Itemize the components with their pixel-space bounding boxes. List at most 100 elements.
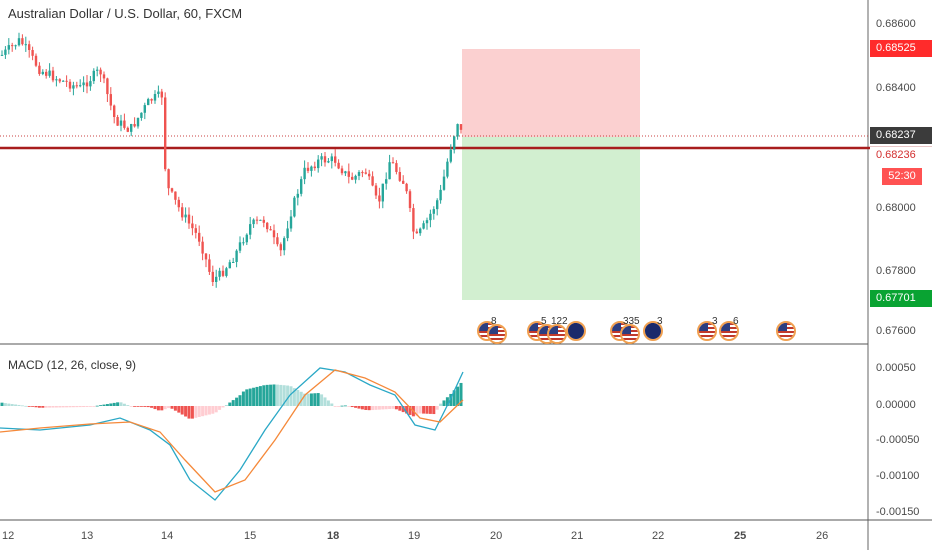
candle-body	[449, 149, 452, 162]
candle-body	[31, 50, 34, 56]
macd-histogram-bar	[180, 406, 184, 415]
macd-histogram-bar	[122, 403, 126, 406]
macd-histogram-bar	[459, 382, 463, 406]
macd-histogram-bar	[320, 394, 324, 406]
candle-body	[34, 55, 38, 66]
macd-histogram-bar	[102, 404, 106, 406]
macd-histogram-bar	[435, 406, 439, 410]
candle-body	[391, 162, 395, 164]
candle-body	[140, 112, 143, 118]
us-flag-icon[interactable]	[776, 321, 796, 341]
candle-body	[439, 189, 442, 201]
time-tick: 20	[490, 530, 503, 542]
candle-body	[48, 70, 51, 76]
macd-histogram-bar	[27, 406, 31, 407]
macd-histogram-bar	[296, 389, 300, 406]
macd-tick: -0.00100	[876, 470, 920, 482]
macd-histogram-bar	[306, 393, 310, 406]
macd-histogram-bar	[78, 406, 82, 408]
macd-histogram-bar	[340, 405, 344, 407]
candle-body	[310, 166, 313, 171]
macd-histogram-bar	[289, 386, 293, 406]
macd-histogram-bar	[265, 384, 269, 406]
macd-histogram-bar	[10, 404, 14, 406]
candle-body	[432, 209, 435, 214]
au-flag-icon[interactable]	[566, 321, 586, 341]
candle-body	[116, 117, 119, 126]
candle-body	[249, 224, 252, 235]
macd-histogram-bar	[173, 406, 177, 411]
candle-body	[136, 117, 140, 127]
candle-body	[408, 191, 412, 209]
macd-histogram-bar	[34, 406, 38, 408]
candle-body	[208, 259, 211, 272]
candle-body	[293, 197, 296, 217]
macd-histogram-bar	[326, 400, 330, 406]
candle-body	[306, 167, 310, 171]
macd-histogram-bar	[85, 406, 89, 407]
candle-body	[255, 219, 259, 221]
candle-body	[364, 172, 367, 174]
candle-body	[357, 172, 361, 176]
candle-body	[323, 156, 327, 163]
candle-body	[147, 99, 150, 106]
macd-histogram-bar	[44, 406, 48, 408]
macd-histogram-bar	[269, 384, 273, 406]
macd-histogram-bar	[364, 406, 368, 410]
macd-histogram-bar	[133, 406, 137, 407]
macd-histogram-bar	[99, 405, 103, 406]
candle-body	[228, 262, 231, 269]
macd-histogram-bar	[282, 385, 286, 406]
candle-body	[371, 176, 374, 186]
candle-body	[279, 244, 282, 251]
candle-body	[28, 44, 31, 51]
macd-histogram-bar	[201, 406, 205, 417]
candle-body	[347, 171, 350, 177]
candle-body	[38, 65, 41, 74]
macd-histogram-bar	[48, 406, 52, 408]
macd-histogram-bar	[248, 388, 252, 406]
macd-histogram-bar	[71, 406, 75, 408]
candle-body	[204, 253, 208, 260]
macd-histogram-bar	[187, 406, 191, 419]
candle-body	[354, 175, 357, 180]
candle-body	[89, 81, 92, 87]
macd-histogram-bar	[170, 406, 174, 409]
candle-body	[82, 82, 85, 86]
candle-body	[419, 228, 422, 234]
macd-histogram-bar	[398, 406, 402, 411]
signal-line	[0, 369, 464, 493]
candle-body	[330, 156, 333, 162]
candle-body	[102, 74, 106, 79]
stop-loss-zone	[462, 49, 640, 137]
us-flag-icon[interactable]	[487, 324, 507, 344]
macd-histogram-bar	[313, 393, 317, 406]
chart-title: Australian Dollar / U.S. Dollar, 60, FXC…	[8, 6, 243, 21]
macd-histogram-bar	[374, 406, 378, 410]
candle-body	[429, 213, 432, 221]
us-flag-icon[interactable]	[697, 321, 717, 341]
macd-title: MACD (12, 26, close, 9)	[8, 358, 137, 372]
macd-histogram-bar	[156, 406, 160, 411]
macd-histogram-bar	[160, 406, 164, 411]
candle-body	[245, 234, 248, 243]
macd-histogram-bar	[432, 406, 436, 415]
candle-body	[11, 45, 14, 47]
candle-body	[361, 172, 364, 174]
time-tick: 18	[327, 530, 340, 542]
macd-histogram-bar	[422, 406, 426, 414]
macd-histogram-bar	[445, 397, 449, 406]
candle-body	[79, 85, 82, 87]
candle-body	[113, 105, 116, 118]
macd-histogram-bar	[214, 406, 218, 413]
us-flag-icon[interactable]	[547, 324, 567, 344]
macd-histogram-bar	[388, 406, 392, 410]
us-flag-icon[interactable]	[620, 324, 640, 344]
candle-body	[170, 188, 174, 192]
us-flag-icon[interactable]	[719, 321, 739, 341]
candle-body	[167, 169, 170, 189]
au-flag-icon[interactable]	[643, 321, 663, 341]
price-tick: 0.67600	[876, 325, 916, 337]
candle-body	[269, 229, 272, 231]
